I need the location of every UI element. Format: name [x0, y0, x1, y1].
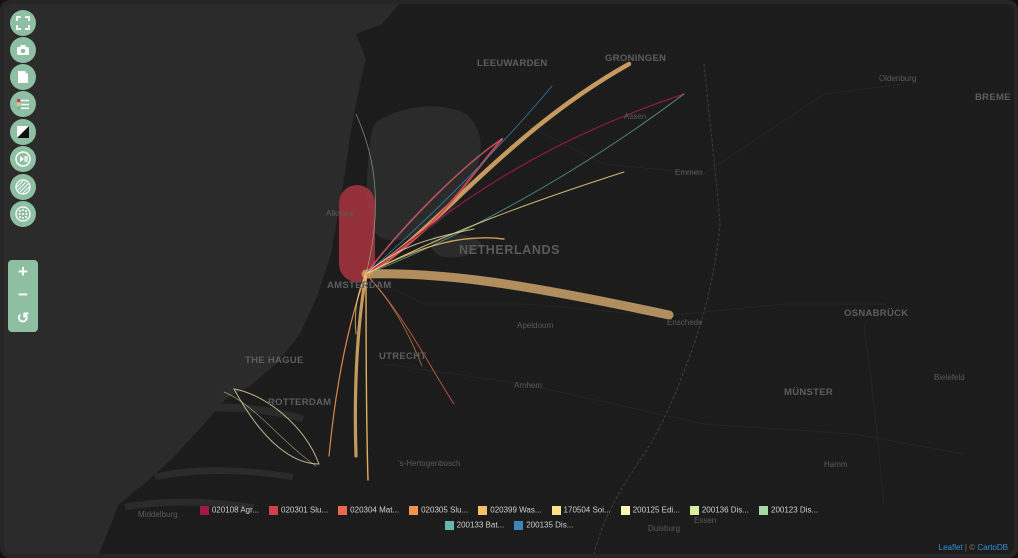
- label-arnhem: Arnhem: [514, 381, 543, 390]
- legend-item[interactable]: 020108 Agr...: [199, 502, 260, 517]
- label-hamm: Hamm: [824, 460, 848, 469]
- legend-label: 170504 Soi...: [563, 505, 611, 515]
- legend-row: 020108 Agr... 020301 Slu... 020304 Mat... 0…: [4, 502, 1014, 517]
- attribution-separator: | ©: [962, 543, 978, 552]
- fullscreen-button[interactable]: [10, 10, 36, 36]
- label-utrecht: UTRECHT: [379, 351, 427, 362]
- zoom-in-button[interactable]: +: [18, 262, 28, 281]
- label-essen: Essen: [694, 516, 717, 525]
- legend-label: 020108 Agr...: [211, 505, 260, 515]
- label-emmen: Emmen: [675, 168, 703, 177]
- label-netherlands: NETHERLANDS: [459, 243, 561, 257]
- label-alkmaar: Alkmaar: [326, 209, 356, 218]
- legend-swatch: [199, 505, 209, 515]
- legend-item[interactable]: 200133 Bat...: [444, 517, 505, 532]
- legend-swatch: [759, 505, 768, 515]
- fullscreen-icon: [16, 16, 30, 30]
- legend-swatch: [478, 505, 488, 515]
- map-attribution: Leaflet | © CartoDB: [939, 543, 1008, 552]
- flow-lines: [223, 61, 685, 481]
- play-pause-button[interactable]: [10, 146, 36, 172]
- legend-swatch: [551, 505, 561, 515]
- dots-pattern-button[interactable]: [10, 201, 36, 227]
- legend-swatch: [338, 505, 348, 515]
- zoom-control: + − ↺: [8, 260, 38, 332]
- zoom-out-button[interactable]: −: [18, 285, 28, 304]
- legend-label: 020305 Slu...: [421, 505, 469, 515]
- legend-item[interactable]: 020305 Slu...: [409, 502, 468, 517]
- legend-label: 020304 Mat...: [350, 505, 400, 515]
- legend-item[interactable]: 200125 Edi...: [620, 502, 680, 517]
- legend-toggle-button[interactable]: [10, 91, 36, 117]
- label-amsterdam: AMSTERDAM: [327, 280, 392, 291]
- label-assen: Assen: [624, 112, 647, 121]
- legend-label: 200123 Dis...: [771, 505, 819, 515]
- label-bielefeld: Bielefeld: [934, 373, 965, 382]
- legend-swatch: [444, 520, 454, 530]
- screenshot-button[interactable]: [10, 37, 36, 63]
- label-oldenburg: Oldenburg: [879, 74, 917, 83]
- flow-legend: 020108 Agr... 020301 Slu... 020304 Mat... 0…: [4, 502, 1014, 532]
- document-button[interactable]: [10, 64, 36, 90]
- legend-item[interactable]: 020301 Slu...: [269, 502, 328, 517]
- label-leeuwarden: LEEUWARDEN: [477, 58, 548, 69]
- leaflet-link[interactable]: Leaflet: [938, 543, 963, 552]
- legend-label: 020399 Was...: [490, 505, 542, 515]
- contrast-button[interactable]: [10, 119, 36, 145]
- label-the-hague: THE HAGUE: [245, 355, 304, 366]
- camera-icon: [17, 45, 29, 55]
- legend-swatch: [269, 505, 279, 515]
- legend-item[interactable]: 020399 Was...: [478, 502, 542, 517]
- dots-pattern-icon: [15, 206, 31, 222]
- document-icon: [18, 71, 28, 83]
- carto-link[interactable]: CartoDB: [977, 543, 1008, 552]
- label-middelburg: Middelburg: [138, 510, 178, 519]
- legend-item[interactable]: 020304 Mat...: [338, 502, 399, 517]
- hatch-pattern-button[interactable]: [10, 174, 36, 200]
- label-groningen: GRONINGEN: [605, 53, 667, 64]
- legend-swatch: [620, 505, 630, 515]
- label-enschede: Enschede: [667, 318, 703, 327]
- label-bremen: BREME: [975, 92, 1011, 103]
- legend-label: 200133 Bat...: [456, 520, 505, 530]
- label-osnabruck: OSNABRÜCK: [844, 308, 909, 319]
- legend-item[interactable]: 170504 Soi...: [551, 502, 611, 517]
- contrast-icon: [17, 126, 29, 138]
- legend-icon: [17, 99, 29, 110]
- hatch-pattern-icon: [15, 179, 31, 195]
- legend-swatch: [409, 505, 419, 515]
- legend-label: 200135 Dis...: [526, 520, 574, 530]
- play-pause-icon: [15, 151, 31, 167]
- label-hertogenbosch: 's-Hertogenbosch: [398, 459, 461, 468]
- label-munster: MÜNSTER: [784, 387, 834, 398]
- legend-swatch: [514, 520, 524, 530]
- label-rotterdam: ROTTERDAM: [268, 397, 332, 408]
- reset-view-button[interactable]: ↺: [16, 310, 30, 327]
- legend-label: 200136 Dis...: [701, 505, 749, 515]
- legend-item[interactable]: 200136 Dis...: [689, 502, 749, 517]
- legend-item[interactable]: 200123 Dis...: [759, 502, 818, 517]
- label-apeldoorn: Apeldoorn: [517, 321, 554, 330]
- map-canvas[interactable]: LEEUWARDEN GRONINGEN Oldenburg BREME Ass…: [4, 4, 1014, 554]
- legend-label: 200125 Edi...: [632, 505, 680, 515]
- legend-row: 200133 Bat... 200135 Dis...: [4, 517, 1014, 532]
- label-duisburg: Duisburg: [648, 524, 681, 533]
- legend-swatch: [689, 505, 699, 515]
- legend-item[interactable]: 200135 Dis...: [514, 517, 573, 532]
- basemap: [4, 4, 1014, 554]
- legend-label: 020301 Slu...: [281, 505, 329, 515]
